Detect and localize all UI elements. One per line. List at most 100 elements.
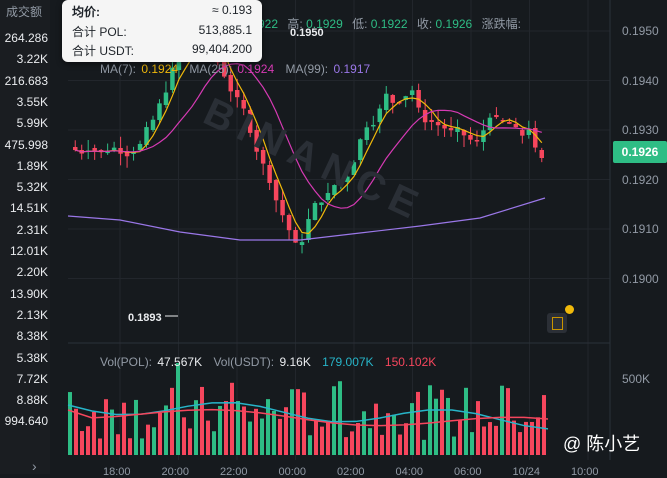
candle — [73, 147, 78, 151]
volume-bar — [74, 408, 78, 455]
candle — [384, 93, 389, 110]
candle — [377, 108, 383, 122]
turnover-value: 8.88K — [16, 393, 48, 408]
volume-bar — [296, 389, 300, 455]
volume-bar — [464, 387, 468, 455]
volume-axis-label: 500K — [622, 372, 651, 386]
candle — [455, 127, 460, 132]
volume-bar — [380, 434, 384, 455]
turnover-value: 5.99K — [16, 116, 48, 131]
volume-bar — [326, 420, 330, 455]
current-price-tag: 0.1926 — [613, 141, 667, 163]
candle — [222, 62, 227, 77]
order-book-icon[interactable] — [547, 313, 567, 333]
volume-bar — [392, 414, 396, 455]
time-axis-tick: 22:00 — [220, 466, 248, 478]
total-usdt-value: 99,404.200 — [191, 42, 252, 56]
volume-bar — [404, 423, 408, 455]
volume-bar — [428, 385, 432, 455]
candle — [293, 230, 298, 243]
volume-bar — [242, 406, 246, 455]
low-marker: 0.1893 — [128, 312, 162, 324]
volume-bar — [152, 427, 156, 455]
turnover-value: 5.32K — [16, 180, 48, 195]
candle — [500, 120, 506, 122]
total-pol-value: 513,885.1 — [198, 23, 252, 37]
volume-bar — [410, 403, 414, 455]
candle — [396, 102, 402, 104]
high-label: 高: — [287, 17, 303, 31]
volume-bar — [512, 420, 516, 455]
candle — [163, 92, 169, 105]
price-axis-tick: 0.1950 — [622, 24, 659, 38]
candle — [371, 124, 376, 127]
vol-ma2-value: 150.102K — [384, 355, 437, 369]
volume-bar — [170, 387, 174, 455]
volume-bar — [98, 438, 102, 455]
ma7-line — [75, 40, 543, 235]
candle — [319, 202, 324, 205]
vol-usdt-label: Vol(USDT): — [213, 355, 275, 369]
candle — [299, 242, 305, 245]
candle — [409, 90, 415, 95]
vol-pol-value: 47.567K — [157, 355, 203, 369]
candle — [345, 176, 350, 182]
volume-bar — [116, 434, 120, 455]
change-label: 涨跌幅: — [481, 17, 521, 31]
volume-bar — [212, 431, 216, 455]
volume-bar — [362, 411, 366, 455]
volume-bar — [284, 407, 288, 455]
turnover-value: 5.38K — [16, 350, 48, 365]
volume-bar — [542, 395, 546, 455]
ma25-line — [75, 63, 542, 209]
time-axis-tick: 02:00 — [337, 466, 365, 478]
turnover-value: 13.90K — [9, 286, 48, 301]
candle — [92, 148, 97, 151]
vol-ma1-value: 179.007K — [322, 355, 374, 369]
candle — [157, 103, 162, 120]
candle — [144, 127, 149, 145]
volume-bar — [308, 435, 312, 455]
turnover-value: 14.51K — [9, 201, 48, 216]
volume-bar — [356, 423, 360, 455]
volume-bar — [206, 420, 210, 455]
avg-value: ≈ 0.193 — [212, 3, 252, 17]
volume-bar — [338, 381, 342, 455]
time-axis-tick: 18:00 — [103, 466, 131, 478]
volume-bar — [86, 426, 90, 455]
volume-bar — [110, 409, 114, 455]
volume-bar — [368, 428, 372, 455]
candle — [435, 122, 441, 126]
high-marker: 0.1950 — [290, 27, 324, 39]
time-axis-tick: 10/24 — [512, 466, 541, 478]
volume-bar — [200, 386, 204, 455]
chevron-right-icon[interactable]: › — [32, 458, 37, 474]
ma-row: MA(7): 0.1924 MA(25): 0.1924 MA(99): 0.1… — [100, 62, 370, 76]
volume-bar — [218, 405, 222, 455]
low-value: 0.1922 — [370, 17, 408, 31]
volume-bar — [182, 417, 186, 455]
ma25-value: 0.1924 — [237, 62, 275, 76]
volume-bar — [266, 399, 270, 455]
notification-dot-icon — [565, 305, 574, 314]
volume-bar — [494, 425, 498, 455]
volume-bar — [146, 424, 150, 455]
candle — [234, 90, 240, 98]
candle — [105, 151, 110, 154]
volume-bar — [344, 437, 348, 455]
volume-bar — [248, 421, 252, 455]
candle — [254, 130, 259, 152]
volume-bar — [236, 401, 240, 455]
avg-label: 均价: — [72, 5, 100, 19]
high-value: 0.1929 — [306, 17, 343, 31]
price-axis-tick: 0.1930 — [622, 123, 659, 137]
turnover-value: 1.89K — [16, 158, 48, 173]
volume-bar — [398, 434, 402, 455]
volume-bar — [254, 408, 258, 455]
candle — [124, 151, 130, 157]
volume-bar — [386, 413, 390, 455]
time-axis-tick: 20:00 — [161, 466, 190, 478]
candle — [513, 124, 519, 128]
volume-bar — [164, 405, 168, 455]
